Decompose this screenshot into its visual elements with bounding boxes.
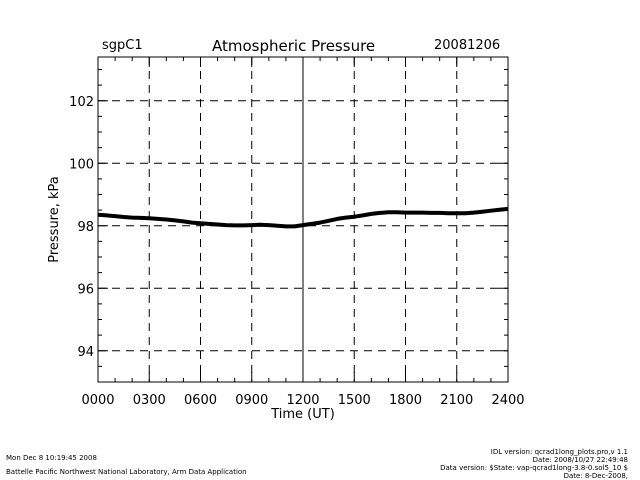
y-tick-label: 102	[69, 95, 94, 110]
y-tick-label: 100	[69, 157, 94, 172]
y-axis-label: Pressure, kPa	[47, 176, 62, 263]
y-tick-label: 94	[77, 345, 94, 360]
footer-timestamp: Mon Dec 8 10:19:45 2008	[6, 454, 97, 462]
axis-ticks	[97, 57, 509, 383]
x-tick-label: 0600	[184, 393, 217, 408]
y-tick-label: 98	[77, 220, 94, 235]
x-tick-label: 1200	[286, 393, 319, 408]
tick-labels: 0000 0300 0600 0900 1200 1500 1800 2100 2400 94 96…	[69, 95, 524, 408]
footer-organization: Battelle Pacific Northwest National Labo…	[6, 468, 247, 476]
pressure-series-line	[97, 206, 509, 229]
x-tick-label: 0000	[81, 393, 114, 408]
x-tick-label: 1800	[389, 393, 422, 408]
date-label: 20081206	[434, 38, 501, 53]
x-tick-label: 2100	[440, 393, 473, 408]
footer-data-version: Data version: $State: vap-qcrad1long-3.8…	[440, 464, 628, 472]
x-tick-label: 2400	[491, 393, 524, 408]
x-tick-label: 1500	[338, 393, 371, 408]
series-layer	[97, 206, 509, 229]
footer-idl-date: Date: 2008/10/27 22:49:48	[532, 456, 628, 464]
grid-lines	[98, 57, 508, 382]
footer-data-date: Date: 8-Dec-2008,	[563, 472, 628, 480]
x-axis-label: Time (UT)	[270, 407, 335, 422]
chart-title: Atmospheric Pressure	[212, 37, 376, 55]
y-tick-label: 96	[77, 282, 94, 297]
footer-idl-version: IDL version: qcrad1long_plots.pro,v 1.1	[490, 448, 628, 456]
site-label: sgpC1	[102, 38, 143, 53]
x-tick-label: 0300	[133, 393, 166, 408]
x-tick-label: 0900	[235, 393, 268, 408]
